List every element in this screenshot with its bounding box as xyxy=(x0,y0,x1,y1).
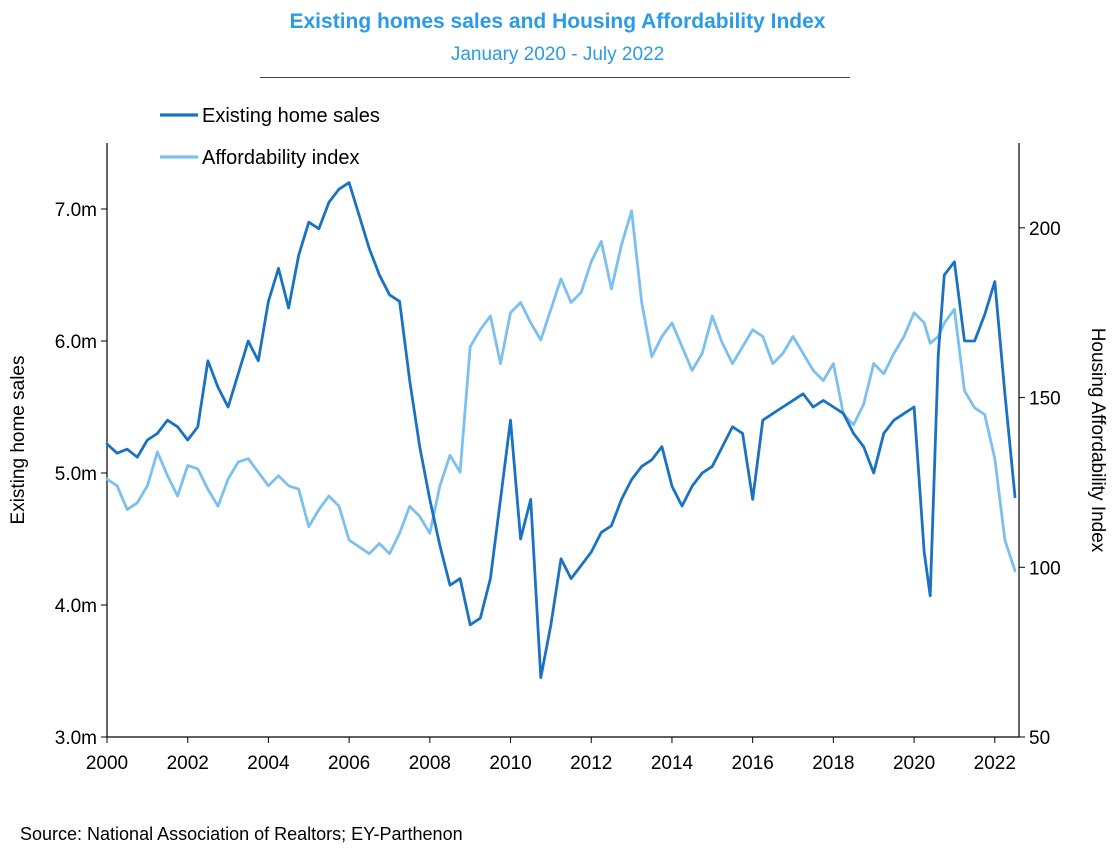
x-tick-label: 2014 xyxy=(651,753,694,774)
left-axis-title: Existing home sales xyxy=(8,356,29,525)
x-tick-label: 2002 xyxy=(167,753,209,774)
x-tick-label: 2000 xyxy=(86,753,128,774)
x-tick-label: 2020 xyxy=(893,753,935,774)
left-y-tick-label: 3.0m xyxy=(55,728,97,749)
x-tick-label: 2016 xyxy=(732,753,774,774)
left-y-tick-label: 4.0m xyxy=(55,596,97,617)
x-tick-label: 2018 xyxy=(812,753,854,774)
series-line-existing-home-sales xyxy=(105,181,1017,679)
right-y-tick-label: 50 xyxy=(1029,728,1050,749)
legend-label: Affordability index xyxy=(202,147,360,169)
x-tick-label: 2004 xyxy=(247,753,290,774)
x-tick-label: 2010 xyxy=(489,753,531,774)
chart-subtitle: January 2020 - July 2022 xyxy=(450,44,665,65)
right-y-tick-label: 100 xyxy=(1029,558,1061,579)
left-y-tick-label: 7.0m xyxy=(55,200,97,221)
x-tick-label: 2012 xyxy=(570,753,612,774)
chart-title: Existing homes sales and Housing Afforda… xyxy=(289,10,826,33)
x-tick-label: 2022 xyxy=(974,753,1016,774)
legend-label: Existing home sales xyxy=(202,105,380,127)
title-divider xyxy=(260,77,850,78)
left-y-tick-label: 5.0m xyxy=(55,464,97,485)
series-line-affordability-index xyxy=(105,209,1017,573)
right-axis-title: Housing Affordability Index xyxy=(1087,328,1108,553)
x-tick-label: 2006 xyxy=(328,753,370,774)
right-y-tick-label: 150 xyxy=(1029,389,1061,410)
x-tick-label: 2008 xyxy=(409,753,451,774)
right-y-tick-label: 200 xyxy=(1029,219,1061,240)
source-note: Source: National Association of Realtors… xyxy=(20,824,463,844)
left-y-tick-label: 6.0m xyxy=(55,332,97,353)
